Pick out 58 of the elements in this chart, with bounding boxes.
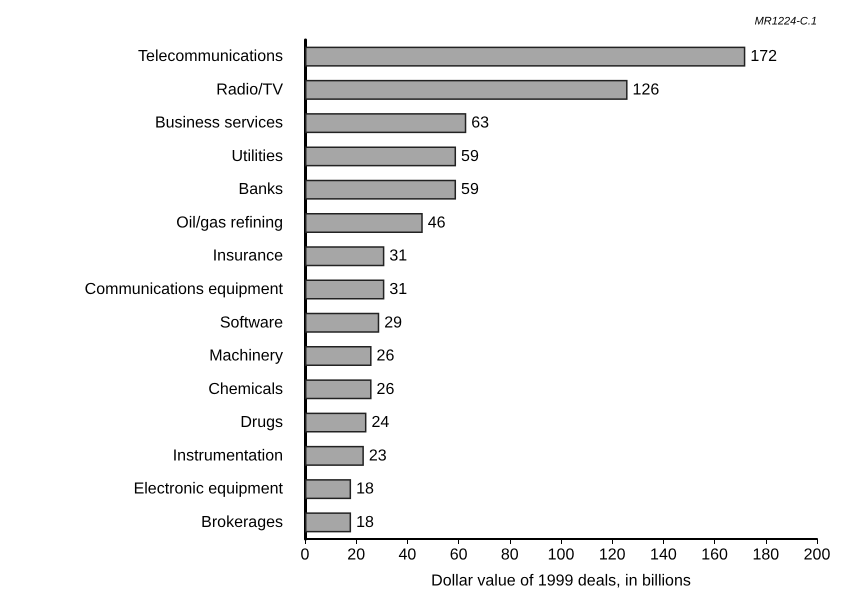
data-label: 23	[368, 447, 387, 464]
data-label: 172	[750, 48, 778, 66]
data-label: 126	[632, 81, 660, 98]
data-label: 59	[461, 181, 479, 198]
y-tick-label: Communications equipment	[84, 281, 284, 298]
data-label: 18	[356, 480, 374, 498]
x-tick-label: 140	[650, 546, 677, 564]
data-label: 18	[356, 514, 374, 531]
y-tick-label: Brokerages	[201, 514, 283, 531]
data-label: 46	[428, 214, 446, 232]
data-label: 31	[389, 281, 408, 298]
x-tick-label: 20	[347, 546, 366, 564]
x-tick-label: 0	[300, 546, 310, 564]
x-tick-label: 200	[804, 546, 830, 564]
data-label: 59	[461, 148, 479, 165]
bar	[305, 412, 366, 433]
x-tick-label: 40	[398, 546, 416, 564]
y-tick-label: Banks	[238, 181, 283, 198]
bar	[305, 479, 352, 500]
x-tick-label: 180	[752, 546, 780, 564]
bar	[305, 346, 372, 366]
x-tick-label: 60	[450, 546, 468, 564]
x-tick-label: 80	[500, 546, 519, 564]
x-tick-label: 100	[548, 546, 574, 564]
y-tick-label: Utilities	[231, 148, 283, 165]
data-label: 31	[389, 248, 408, 265]
y-tick-label: Software	[220, 314, 284, 332]
x-tick-label: 160	[701, 546, 728, 564]
bar	[305, 46, 746, 67]
data-label: 29	[384, 314, 402, 332]
y-tick-label: Chemicals	[208, 380, 283, 398]
data-label: 63	[471, 114, 490, 132]
bar	[305, 280, 384, 300]
y-tick-label: Radio/TV	[216, 81, 284, 98]
bar	[305, 146, 456, 166]
y-tick-label: Machinery	[209, 348, 283, 365]
y-tick-label: Drugs	[240, 414, 283, 432]
y-tick-label: Instrumentation	[172, 447, 283, 464]
bar	[305, 312, 380, 333]
bar	[305, 446, 364, 466]
bar	[305, 512, 352, 532]
x-tick-label: 120	[598, 546, 626, 564]
data-label: 26	[376, 348, 394, 365]
x-axis-title: Dollar value of 1999 deals, in billions	[431, 572, 691, 590]
y-tick-label: Business services	[154, 114, 283, 132]
y-tick-label: Telecommunications	[138, 48, 283, 66]
y-tick-label: Insurance	[212, 248, 284, 265]
y-tick-label: Oil/gas refining	[176, 214, 283, 232]
bar	[305, 212, 423, 233]
bar	[305, 246, 384, 266]
y-tick-label: Electronic equipment	[134, 480, 284, 498]
text: MR1224-C.1	[754, 16, 817, 28]
data-label: 24	[371, 414, 390, 432]
data-label: 26	[376, 380, 394, 398]
bar	[305, 180, 456, 200]
bar	[305, 113, 466, 134]
bar	[305, 379, 372, 400]
bar	[305, 80, 628, 100]
